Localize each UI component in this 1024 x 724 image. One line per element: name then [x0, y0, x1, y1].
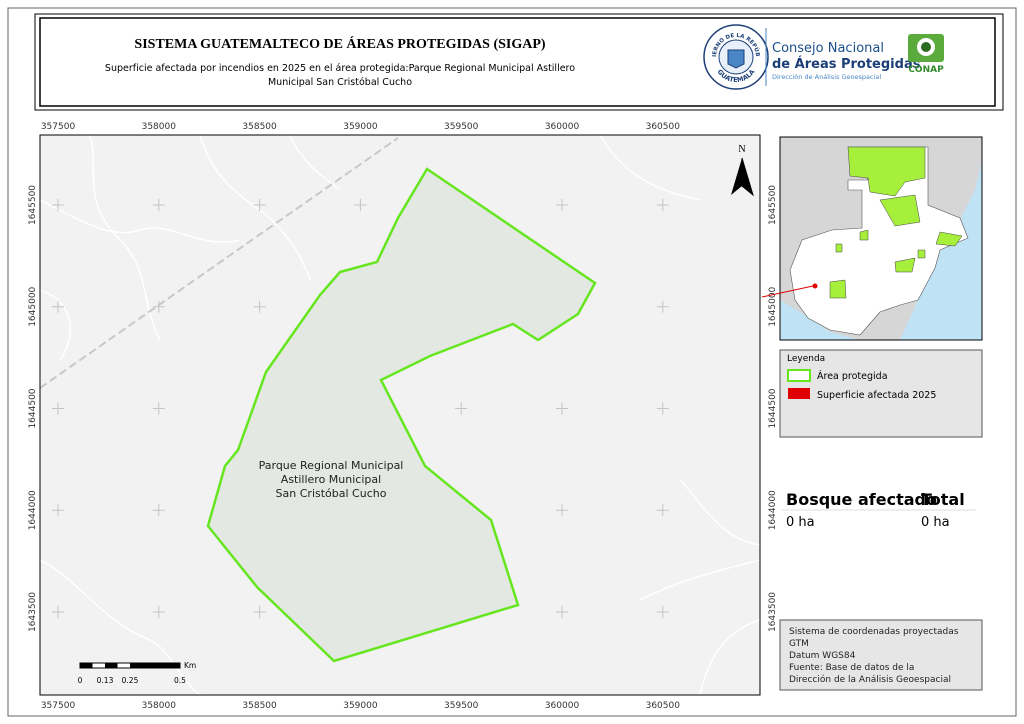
x-coordinate: 360500	[646, 122, 681, 132]
legend-label: Área protegida	[817, 370, 888, 382]
scale-bar: 0 0.13 0.25 0.5 Km	[78, 661, 197, 685]
inset-map	[780, 137, 982, 340]
info-line: Fuente: Base de datos de la	[789, 663, 914, 673]
area-label: Astillero Municipal	[281, 473, 381, 486]
grid-cross	[656, 199, 669, 211]
inset-frame	[779, 136, 983, 341]
y-coordinate: 1645000	[28, 286, 38, 326]
grid-cross	[656, 300, 669, 313]
x-coordinate: 358500	[242, 122, 277, 132]
conap-logo: CONAP	[908, 34, 944, 75]
map-frame	[39, 134, 761, 696]
y-coordinate: 1644000	[28, 490, 38, 530]
grid-cross	[152, 402, 165, 415]
legend-swatch	[788, 388, 810, 399]
legend-title: Leyenda	[787, 354, 825, 364]
org-name: Consejo Nacional	[772, 41, 884, 56]
info-line: Sistema de coordenadas proyectadas	[789, 627, 959, 637]
header-inner	[39, 17, 996, 107]
grid-cross	[152, 300, 165, 313]
title: SISTEMA GUATEMALTECO DE ÁREAS PROTEGIDAS…	[134, 35, 545, 52]
header-frame	[34, 13, 1004, 111]
x-coordinate: 358000	[142, 701, 177, 711]
org-name: de Áreas Protegidas	[772, 56, 921, 72]
grid-cross	[354, 199, 367, 211]
info-text: Sistema de coordenadas proyectadas GTM Dat…	[789, 627, 959, 685]
grid-cross	[52, 199, 64, 211]
page-frame	[7, 7, 1017, 717]
locator-arrow	[761, 285, 814, 298]
area-label: San Cristóbal Cucho	[276, 487, 387, 500]
grid-cross	[52, 606, 64, 618]
y-coordinate: 1645500	[768, 185, 778, 225]
grid-cross	[656, 402, 669, 415]
info-line: Datum WGS84	[789, 651, 856, 661]
grid-cross	[253, 606, 266, 618]
north-arrow	[731, 158, 742, 195]
x-coordinate: 360000	[545, 701, 580, 711]
north-label: N	[738, 144, 745, 155]
y-coordinate: 1643500	[768, 592, 778, 632]
grid-cross	[556, 402, 568, 415]
area-label: Parque Regional Municipal	[259, 459, 404, 472]
summary-value: 0 ha	[921, 515, 950, 530]
y-coordinate: 1644000	[768, 490, 778, 530]
grid-cross	[253, 300, 266, 313]
x-coordinate: 359500	[444, 122, 479, 132]
grid-cross	[556, 199, 568, 211]
scale-label: 0	[78, 676, 83, 685]
scale-label: 0.25	[122, 676, 139, 685]
scale-unit: Km	[184, 661, 196, 670]
summary-value: 0 ha	[786, 515, 815, 530]
grid-cross	[656, 606, 669, 618]
grid-cross	[152, 606, 165, 618]
summary-header: Total	[921, 490, 965, 509]
subtitle: Superficie afectada por incendios en 202…	[105, 63, 575, 74]
x-coordinate: 360500	[646, 701, 681, 711]
x-coordinate: 359000	[343, 122, 378, 132]
org-subtitle: Dirección de Análisis Geoespacial	[772, 73, 881, 81]
grid-cross	[152, 504, 165, 517]
summary-header: Bosque afectado	[786, 490, 937, 509]
grid-cross	[152, 199, 165, 211]
y-coordinate: 1644500	[768, 388, 778, 428]
x-coordinate: 360000	[545, 122, 580, 132]
grid-cross	[52, 402, 64, 415]
x-coordinate: 357500	[41, 122, 76, 132]
main-map: Parque Regional Municipal Astillero Muni…	[40, 135, 760, 695]
info-line: Dirección de la Análisis Geoespacial	[789, 674, 951, 685]
x-coordinate: 359000	[343, 701, 378, 711]
legend-label: Superficie afectada 2025	[817, 390, 936, 401]
subtitle: Municipal San Cristóbal Cucho	[268, 77, 412, 88]
x-coordinate: 359500	[444, 701, 479, 711]
grid-cross	[656, 504, 669, 517]
y-coordinate: 1643500	[28, 592, 38, 632]
grid-cross	[52, 300, 64, 313]
conap-text: CONAP	[908, 65, 944, 75]
grid-cross	[455, 402, 468, 415]
scale-label: 0.13	[97, 676, 114, 685]
boundary-line	[40, 137, 399, 389]
legend-box	[779, 349, 983, 438]
north-arrow	[741, 157, 754, 197]
protected-area	[206, 167, 597, 663]
scale-label: 0.5	[174, 676, 186, 685]
grid-cross	[556, 504, 568, 517]
y-coordinate: 1645500	[28, 185, 38, 225]
info-box	[779, 619, 983, 691]
grid-cross	[52, 504, 64, 517]
grid-cross	[556, 606, 568, 618]
info-line: GTM	[789, 639, 809, 649]
y-coordinate: 1645000	[768, 286, 778, 326]
coordinate-labels: 357500 357500 358000 358000 358500 358500 3590…	[28, 122, 778, 711]
x-coordinate: 358000	[142, 122, 177, 132]
x-coordinate: 358500	[242, 701, 277, 711]
legend-swatch	[787, 369, 811, 382]
grid-cross	[253, 199, 266, 211]
x-coordinate: 357500	[41, 701, 76, 711]
y-coordinate: 1644500	[28, 388, 38, 428]
